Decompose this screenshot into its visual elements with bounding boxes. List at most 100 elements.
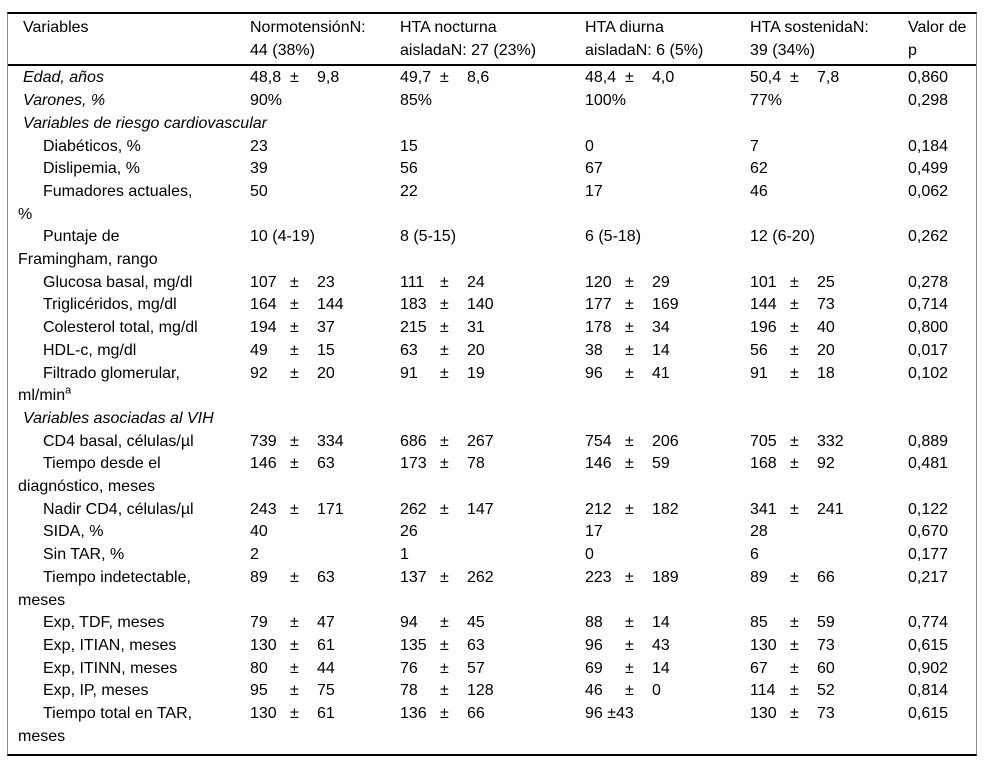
plus-minus-sign: ± <box>625 455 634 473</box>
value-cell: 17 <box>585 523 603 541</box>
row-label: Fumadores actuales,% <box>8 181 250 226</box>
plus-minus-sign: ± <box>440 614 449 632</box>
value-cell: 23 <box>250 137 268 155</box>
clinical-variables-table: Variables NormotensiónN: 44 (38%) HTA noctu… <box>7 12 977 756</box>
row-label-line: ml/mina <box>18 384 72 405</box>
value-cell: 78 ±128 <box>400 680 585 703</box>
row-label-line: Tiempo total en TAR, <box>43 705 193 723</box>
plus-minus-sign: ± <box>440 273 449 291</box>
sd-value: 267 <box>467 432 494 450</box>
sd-value: 31 <box>467 319 485 337</box>
table-row: Glucosa basal, mg/dl 107 ±23 111 ±24 120 ±29 10… <box>8 272 976 295</box>
row-label: SIDA, % <box>8 521 250 544</box>
row-label-line: Nadir CD4, células/µl <box>43 500 194 518</box>
value-cell: 0 <box>585 546 594 564</box>
row-label-line: Fumadores actuales, <box>43 182 193 200</box>
sd-value: 144 <box>317 296 344 314</box>
mean-value: 85 <box>750 614 768 632</box>
sd-value: 128 <box>467 682 494 700</box>
mean-value: 114 <box>750 682 776 700</box>
sd-value: 23 <box>317 273 335 291</box>
sd-value: 60 <box>817 659 835 677</box>
value-cell: 177 ±169 <box>585 294 750 317</box>
footnote-marker: a <box>65 384 72 397</box>
value-cell: 46 ±0 <box>585 680 750 703</box>
sd-value: 15 <box>317 341 335 359</box>
row-label-line: meses <box>18 727 66 745</box>
sd-value: 334 <box>317 432 344 450</box>
row-label-line: meses <box>18 591 66 609</box>
row-label-line: SIDA, % <box>43 523 104 541</box>
sd-value: 92 <box>817 455 835 473</box>
value-cell: 114 ±52 <box>750 680 908 703</box>
plus-minus-sign: ± <box>440 455 449 473</box>
value-cell: 39 <box>250 160 268 178</box>
sd-value: 9,8 <box>317 69 340 87</box>
value-cell: 89 ±63 <box>250 567 400 590</box>
plus-minus-sign: ± <box>625 432 634 450</box>
mean-value: 754 <box>585 432 612 450</box>
p-value-cell: 0,217 <box>908 568 949 586</box>
plus-minus-sign: ± <box>290 568 299 586</box>
p-value-cell: 0,278 <box>908 273 949 291</box>
plus-minus-sign: ± <box>440 432 449 450</box>
mean-value: 69 <box>585 659 603 677</box>
header-line: HTA diurna <box>585 19 664 36</box>
plus-minus-sign: ± <box>790 273 799 291</box>
value-cell: 50 <box>250 182 268 200</box>
p-value-cell: 0,902 <box>908 659 949 677</box>
value-cell: 46 <box>750 182 768 200</box>
mean-value: 243 <box>250 500 277 518</box>
value-cell: 89 ±66 <box>750 567 908 590</box>
p-value-cell: 0,122 <box>908 500 949 518</box>
sd-value: 66 <box>467 705 485 723</box>
mean-value: 89 <box>250 568 268 586</box>
sd-value: 20 <box>317 364 335 382</box>
sd-value: 20 <box>467 341 485 359</box>
mean-value: 223 <box>585 568 612 586</box>
table-row: SIDA, % 40 26 17 28 0,670 <box>8 521 976 544</box>
value-cell: 94 ±45 <box>400 612 585 635</box>
plus-minus-sign: ± <box>790 568 799 586</box>
row-label: Sin TAR, % <box>8 544 250 567</box>
value-cell: 15 <box>400 137 418 155</box>
value-cell: 196 ±40 <box>750 317 908 340</box>
sd-value: 29 <box>652 273 670 291</box>
table-row: Colesterol total, mg/dl 194 ±37 215 ±31 178 ±3… <box>8 317 976 340</box>
sd-value: 59 <box>652 455 670 473</box>
plus-minus-sign: ± <box>625 568 634 586</box>
sd-value: 169 <box>652 296 679 314</box>
table-row: Exp, TDF, meses 79 ±47 94 ±45 88 ±14 85 ±59 0,774 <box>8 612 976 635</box>
sd-value: 24 <box>467 273 485 291</box>
mean-value: 183 <box>400 296 427 314</box>
value-cell: 130 ±73 <box>750 635 908 658</box>
row-label-line: diagnóstico, meses <box>18 478 155 496</box>
row-label-line: Exp, IP, meses <box>43 682 149 700</box>
row-label-line: Puntaje de <box>43 228 120 246</box>
table-row: Filtrado glomerular, ml/mina 92 ±20 91 ±19 96 ±… <box>8 363 976 408</box>
sd-value: 206 <box>652 432 679 450</box>
plus-minus-sign: ± <box>440 705 449 723</box>
row-label: Glucosa basal, mg/dl <box>8 272 250 295</box>
plus-minus-sign: ± <box>625 341 634 359</box>
row-label: Variables de riesgo cardiovascular <box>8 113 585 136</box>
value-cell: 48,8 ±9,8 <box>250 67 400 90</box>
plus-minus-sign: ± <box>440 364 449 382</box>
sd-value: 0 <box>652 682 661 700</box>
value-cell: 164 ±144 <box>250 294 400 317</box>
value-cell: 67 ±60 <box>750 658 908 681</box>
mean-value: 89 <box>750 568 768 586</box>
row-label-line: Exp, ITINN, meses <box>43 659 178 677</box>
mean-value: 705 <box>750 432 777 450</box>
mean-value: 95 <box>250 682 268 700</box>
plus-minus-sign: ± <box>790 432 799 450</box>
value-cell: 341 ±241 <box>750 499 908 522</box>
mean-value: 739 <box>250 432 277 450</box>
header-line: HTA nocturna <box>400 19 497 36</box>
sd-value: 18 <box>817 364 835 382</box>
value-cell: 17 <box>585 182 603 200</box>
sd-value: 14 <box>652 659 670 677</box>
value-cell: 26 <box>400 523 418 541</box>
row-label-line: Variables asociadas al VIH <box>23 409 214 427</box>
p-value-cell: 0,298 <box>908 92 949 110</box>
